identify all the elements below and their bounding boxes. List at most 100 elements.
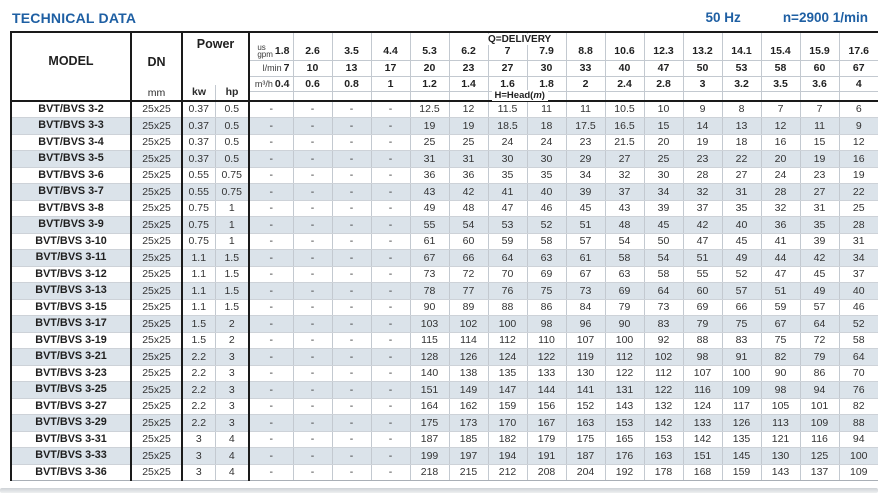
head-value-cell: 90 [605,315,645,333]
head-value-cell: - [293,398,333,415]
model-cell: BVT/BVS 3-29 [10,414,132,432]
head-value-cell: 107 [566,332,606,349]
head-value-cell: 42 [683,216,723,234]
table-row: BVT/BVS 3-19 25x25 1.5 2 - - - -115 114 112 11… [10,332,878,349]
head-value-cell: - [332,200,372,217]
head-value-cell: 23 [566,134,606,151]
head-value-cell: 28 [683,167,723,184]
head-value-cell: 24 [527,134,567,151]
head-value-cell: - [249,315,294,333]
hp-cell: 1.5 [215,249,251,267]
head-value-cell: 14 [683,117,723,135]
head-value-cell: 187 [410,431,450,448]
head-value-cell: 185 [449,431,489,448]
flow-value-cell: 7 [488,43,528,61]
dn-cell: 25x25 [131,365,183,382]
model-cell: BVT/BVS 3-6 [10,167,132,184]
head-value-cell: 42 [800,249,840,267]
head-value-cell: - [332,101,372,118]
model-cell: BVT/BVS 3-8 [10,200,132,217]
table-row: BVT/BVS 3-21 25x25 2.2 3 - - - -128 126 124 12… [10,348,878,366]
flow-value-cell: 13 [332,60,372,77]
head-value-cell: 100 [722,365,762,382]
head-value-cell: 12.5 [410,101,450,118]
head-value-cell: - [332,282,372,300]
head-value-cell: 110 [527,332,567,349]
head-value-cell: 49 [722,249,762,267]
flow-value-cell: 3.2 [722,76,762,92]
delivery-header-spacer [293,32,333,43]
speed-label: n=2900 1/min [782,10,868,25]
model-cell: BVT/BVS 3-12 [10,266,132,283]
head-value-cell: 22 [839,183,878,201]
head-value-cell: 35 [800,216,840,234]
flow-value-cell: 10 [293,60,333,77]
hp-cell: 3 [215,398,251,415]
head-value-cell: - [332,299,372,316]
head-value-cell: 23 [800,167,840,184]
head-value-cell: - [371,101,411,118]
head-value-cell: 40 [527,183,567,201]
head-value-cell: 19 [683,134,723,151]
head-value-cell: 36 [449,167,489,184]
head-value-cell: 82 [839,398,878,415]
flow-value-cell: 1.2 [410,76,450,92]
kw-cell: 0.75 [182,216,216,234]
head-value-cell: 66 [722,299,762,316]
head-value-cell: - [332,150,372,168]
delivery-header-spacer [249,91,294,102]
kw-cell: 2.2 [182,398,216,415]
head-value-cell: 37 [605,183,645,201]
model-cell: BVT/BVS 3-10 [10,233,132,250]
hp-cell: 0.75 [215,167,251,184]
kw-cell: 2.2 [182,381,216,399]
head-value-cell: 47 [683,233,723,250]
head-value-cell: 58 [644,266,684,283]
head-value-cell: - [332,183,372,201]
head-value-cell: 11 [566,101,606,118]
model-cell: BVT/BVS 3-7 [10,183,132,201]
head-value-cell: 13 [722,117,762,135]
q-delivery-label: Q=DELIVERY [484,34,555,45]
head-value-cell: 199 [410,447,450,465]
head-value-cell: - [371,200,411,217]
power-header-label: Power [196,36,235,51]
head-value-cell: 137 [800,464,840,481]
head-value-cell: 10 [644,101,684,118]
head-value-cell: 35 [527,167,567,184]
head-value-cell: - [332,381,372,399]
flow-value-cell: 0.8 [332,76,372,92]
head-value-cell: 100 [488,315,528,333]
head-value-cell: 11 [527,101,567,118]
power-column-header: Power kw hp [182,32,251,102]
flow-value-cell: 12.3 [644,43,684,61]
delivery-header-spacer [839,91,878,102]
kw-cell: 1.1 [182,249,216,267]
head-value-cell: 98 [761,381,801,399]
dn-cell: 25x25 [131,414,183,432]
head-value-cell: 152 [566,398,606,415]
head-value-cell: - [293,101,333,118]
head-value-cell: 75 [722,315,762,333]
delivery-header-spacer [449,91,489,102]
flow-value-cell: 53 [722,60,762,77]
head-value-cell: - [249,332,294,349]
model-cell: BVT/BVS 3-15 [10,299,132,316]
head-value-cell: 89 [449,299,489,316]
head-value-cell: - [249,167,294,184]
head-value-cell: - [332,167,372,184]
dn-cell: 25x25 [131,101,183,118]
delivery-header-spacer [761,32,801,43]
dn-cell: 25x25 [131,183,183,201]
flow-value-cell: 2.4 [605,76,645,92]
model-cell: BVT/BVS 3-17 [10,315,132,333]
flow-value-cell: 30 [527,60,567,77]
head-value-cell: 35 [488,167,528,184]
head-value-cell: - [371,365,411,382]
head-value-cell: 145 [722,447,762,465]
head-value-cell: 163 [566,414,606,432]
flow-value-cell: 7.9 [527,43,567,61]
kw-cell: 0.37 [182,134,216,151]
head-value-cell: - [371,233,411,250]
head-value-cell: 52 [839,315,878,333]
